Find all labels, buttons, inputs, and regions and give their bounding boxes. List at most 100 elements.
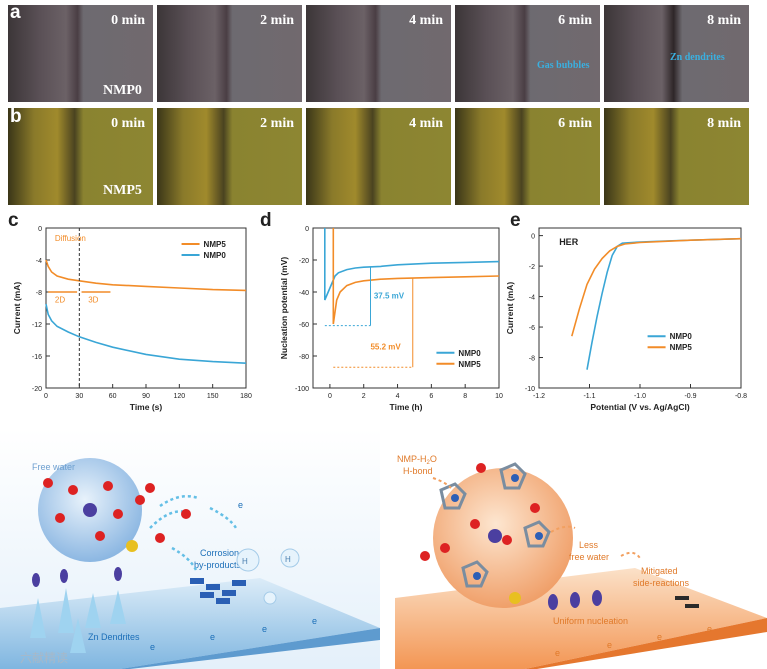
chart-e: -1.2 -1.1 -1.0 -0.9 -0.8 0 -2 -4 -6 -8 -10 Potentia… — [505, 227, 747, 412]
x-tick-label: 90 — [142, 393, 150, 400]
y-tick-label: -20 — [32, 386, 42, 393]
water-molecules — [420, 463, 540, 561]
y-tick-label: -8 — [36, 290, 42, 297]
x-tick-label: 0 — [328, 393, 332, 400]
time-label: 4 min — [409, 116, 443, 131]
series-line-nmp0 — [324, 228, 500, 301]
y-tick-label: 0 — [38, 226, 42, 233]
zn-ion — [488, 529, 502, 543]
electrolyte-label: NMP0 — [103, 83, 142, 98]
watermark: 六献精读 — [20, 650, 68, 665]
water-molecules — [43, 478, 165, 543]
label-2d: 2D — [55, 295, 65, 304]
x-tick-label: 4 — [396, 393, 400, 400]
h2-label-1: H — [242, 557, 248, 566]
h-bond-label: H-bond — [403, 466, 433, 476]
flow-arrows — [432, 477, 642, 561]
sulfate-ion — [126, 540, 138, 552]
x-tick-label: 150 — [207, 393, 219, 400]
zn-ions — [548, 590, 602, 610]
corrosion-label-1: Corrosion — [200, 548, 239, 558]
nmp-h2o-label: NMP-H2O — [397, 454, 437, 466]
time-label: 4 min — [409, 13, 443, 28]
dendrite-cones — [30, 588, 126, 653]
uniform-nucleation-label: Uniform nucleation — [553, 616, 628, 626]
zn-plate — [0, 578, 380, 669]
time-label: 0 min — [111, 13, 145, 28]
electron-label-3: e — [210, 632, 215, 642]
y-tick-label: -40 — [299, 290, 309, 297]
x-tick-label: 10 — [495, 393, 503, 400]
legend-label: NMP5 — [670, 343, 693, 352]
x-tick-label: 60 — [109, 393, 117, 400]
chart-d: 0 2 4 6 8 10 0 -20 -40 -60 -80 -100 Time (h) Nucleati… — [279, 226, 503, 412]
series-line-nmp5 — [45, 259, 247, 292]
less-label-2: free water — [569, 552, 609, 562]
series-line-nmp5 — [332, 228, 500, 325]
series-line-nmp0 — [586, 237, 742, 370]
panel-d-letter: d — [260, 210, 272, 231]
free-water-label: Free water — [32, 462, 75, 472]
gas-bubbles-annotation: Gas bubbles — [537, 60, 590, 71]
x-tick-label: -1.1 — [583, 393, 595, 400]
diffusion-label: Diffusion — [55, 234, 86, 243]
y-axis-label: Current (mA) — [505, 282, 515, 335]
electron-label-1: e — [238, 500, 243, 510]
y-axis-label: Current (mA) — [12, 282, 22, 335]
micrograph-b-4: 8 min — [604, 108, 749, 205]
h2-label-2: H — [285, 555, 291, 564]
h2-bubbles — [236, 548, 300, 605]
time-label: 6 min — [558, 13, 592, 28]
micrograph-a-2: 4 min — [306, 5, 451, 102]
y-tick-label: -12 — [32, 322, 42, 329]
y-axis-label: Nucleation potential (mV) — [279, 257, 289, 360]
nmp-molecules — [439, 462, 551, 588]
x-tick-label: 6 — [429, 393, 433, 400]
electrolyte-label: NMP5 — [103, 183, 142, 198]
electron-label-5: e — [312, 616, 317, 626]
panel-c-letter: c — [8, 210, 19, 231]
electron-label-4: e — [262, 624, 267, 634]
time-label: 2 min — [260, 116, 294, 131]
zn-plate-edge — [525, 618, 767, 669]
x-tick-label: -1.2 — [533, 393, 545, 400]
panel-e-letter: e — [510, 210, 521, 231]
y-tick-label: -6 — [529, 325, 535, 332]
x-tick-label: 30 — [75, 393, 83, 400]
electron-label-1: e — [555, 648, 560, 658]
sulfate-ion — [509, 592, 521, 604]
mitigated-label-1: Mitigated — [641, 566, 678, 576]
x-axis-label: Potential (V vs. Ag/AgCl) — [590, 402, 690, 412]
x-tick-label: 2 — [362, 393, 366, 400]
schematic-f: Free water Corrosion by-products Zn Dend… — [0, 428, 380, 669]
side-reaction-deposits — [675, 596, 699, 608]
y-tick-label: -20 — [299, 258, 309, 265]
nmp5-annotation: 55.2 mV — [370, 343, 401, 352]
x-tick-label: -0.9 — [684, 393, 696, 400]
corrosion-byproducts — [190, 578, 246, 604]
x-axis-label: Time (s) — [130, 402, 163, 412]
micrograph-a-4: 8 min Zn dendrites — [604, 5, 749, 102]
time-label: 2 min — [260, 13, 294, 28]
electron-label-2: e — [607, 640, 612, 650]
nmp-nitrogen — [451, 474, 543, 580]
micrograph-b-2: 4 min — [306, 108, 451, 205]
y-tick-label: -4 — [36, 258, 42, 265]
x-tick-label: 120 — [173, 393, 185, 400]
x-tick-label: 8 — [463, 393, 467, 400]
panel-a-letter: a — [10, 2, 21, 23]
y-tick-label: -100 — [295, 386, 309, 393]
y-tick-label: -60 — [299, 322, 309, 329]
y-tick-label: -10 — [525, 386, 535, 393]
chart-c: 0 30 60 90 120 150 180 0 -4 -8 -12 -16 -20 Time (s) Cu… — [12, 226, 252, 412]
electron-label-3: e — [657, 632, 662, 642]
legend-label: NMP5 — [204, 240, 227, 249]
y-tick-label: 0 — [531, 234, 535, 241]
micrograph-b-3: 6 min — [455, 108, 600, 205]
legend-label: NMP0 — [458, 349, 481, 358]
micrograph-b-0: 0 min NMP5 — [8, 108, 153, 205]
plot-frame — [312, 227, 500, 389]
micrograph-a-3: 6 min Gas bubbles — [455, 5, 600, 102]
panel-b-letter: b — [10, 106, 22, 127]
nmp0-annotation: 37.5 mV — [374, 291, 405, 300]
